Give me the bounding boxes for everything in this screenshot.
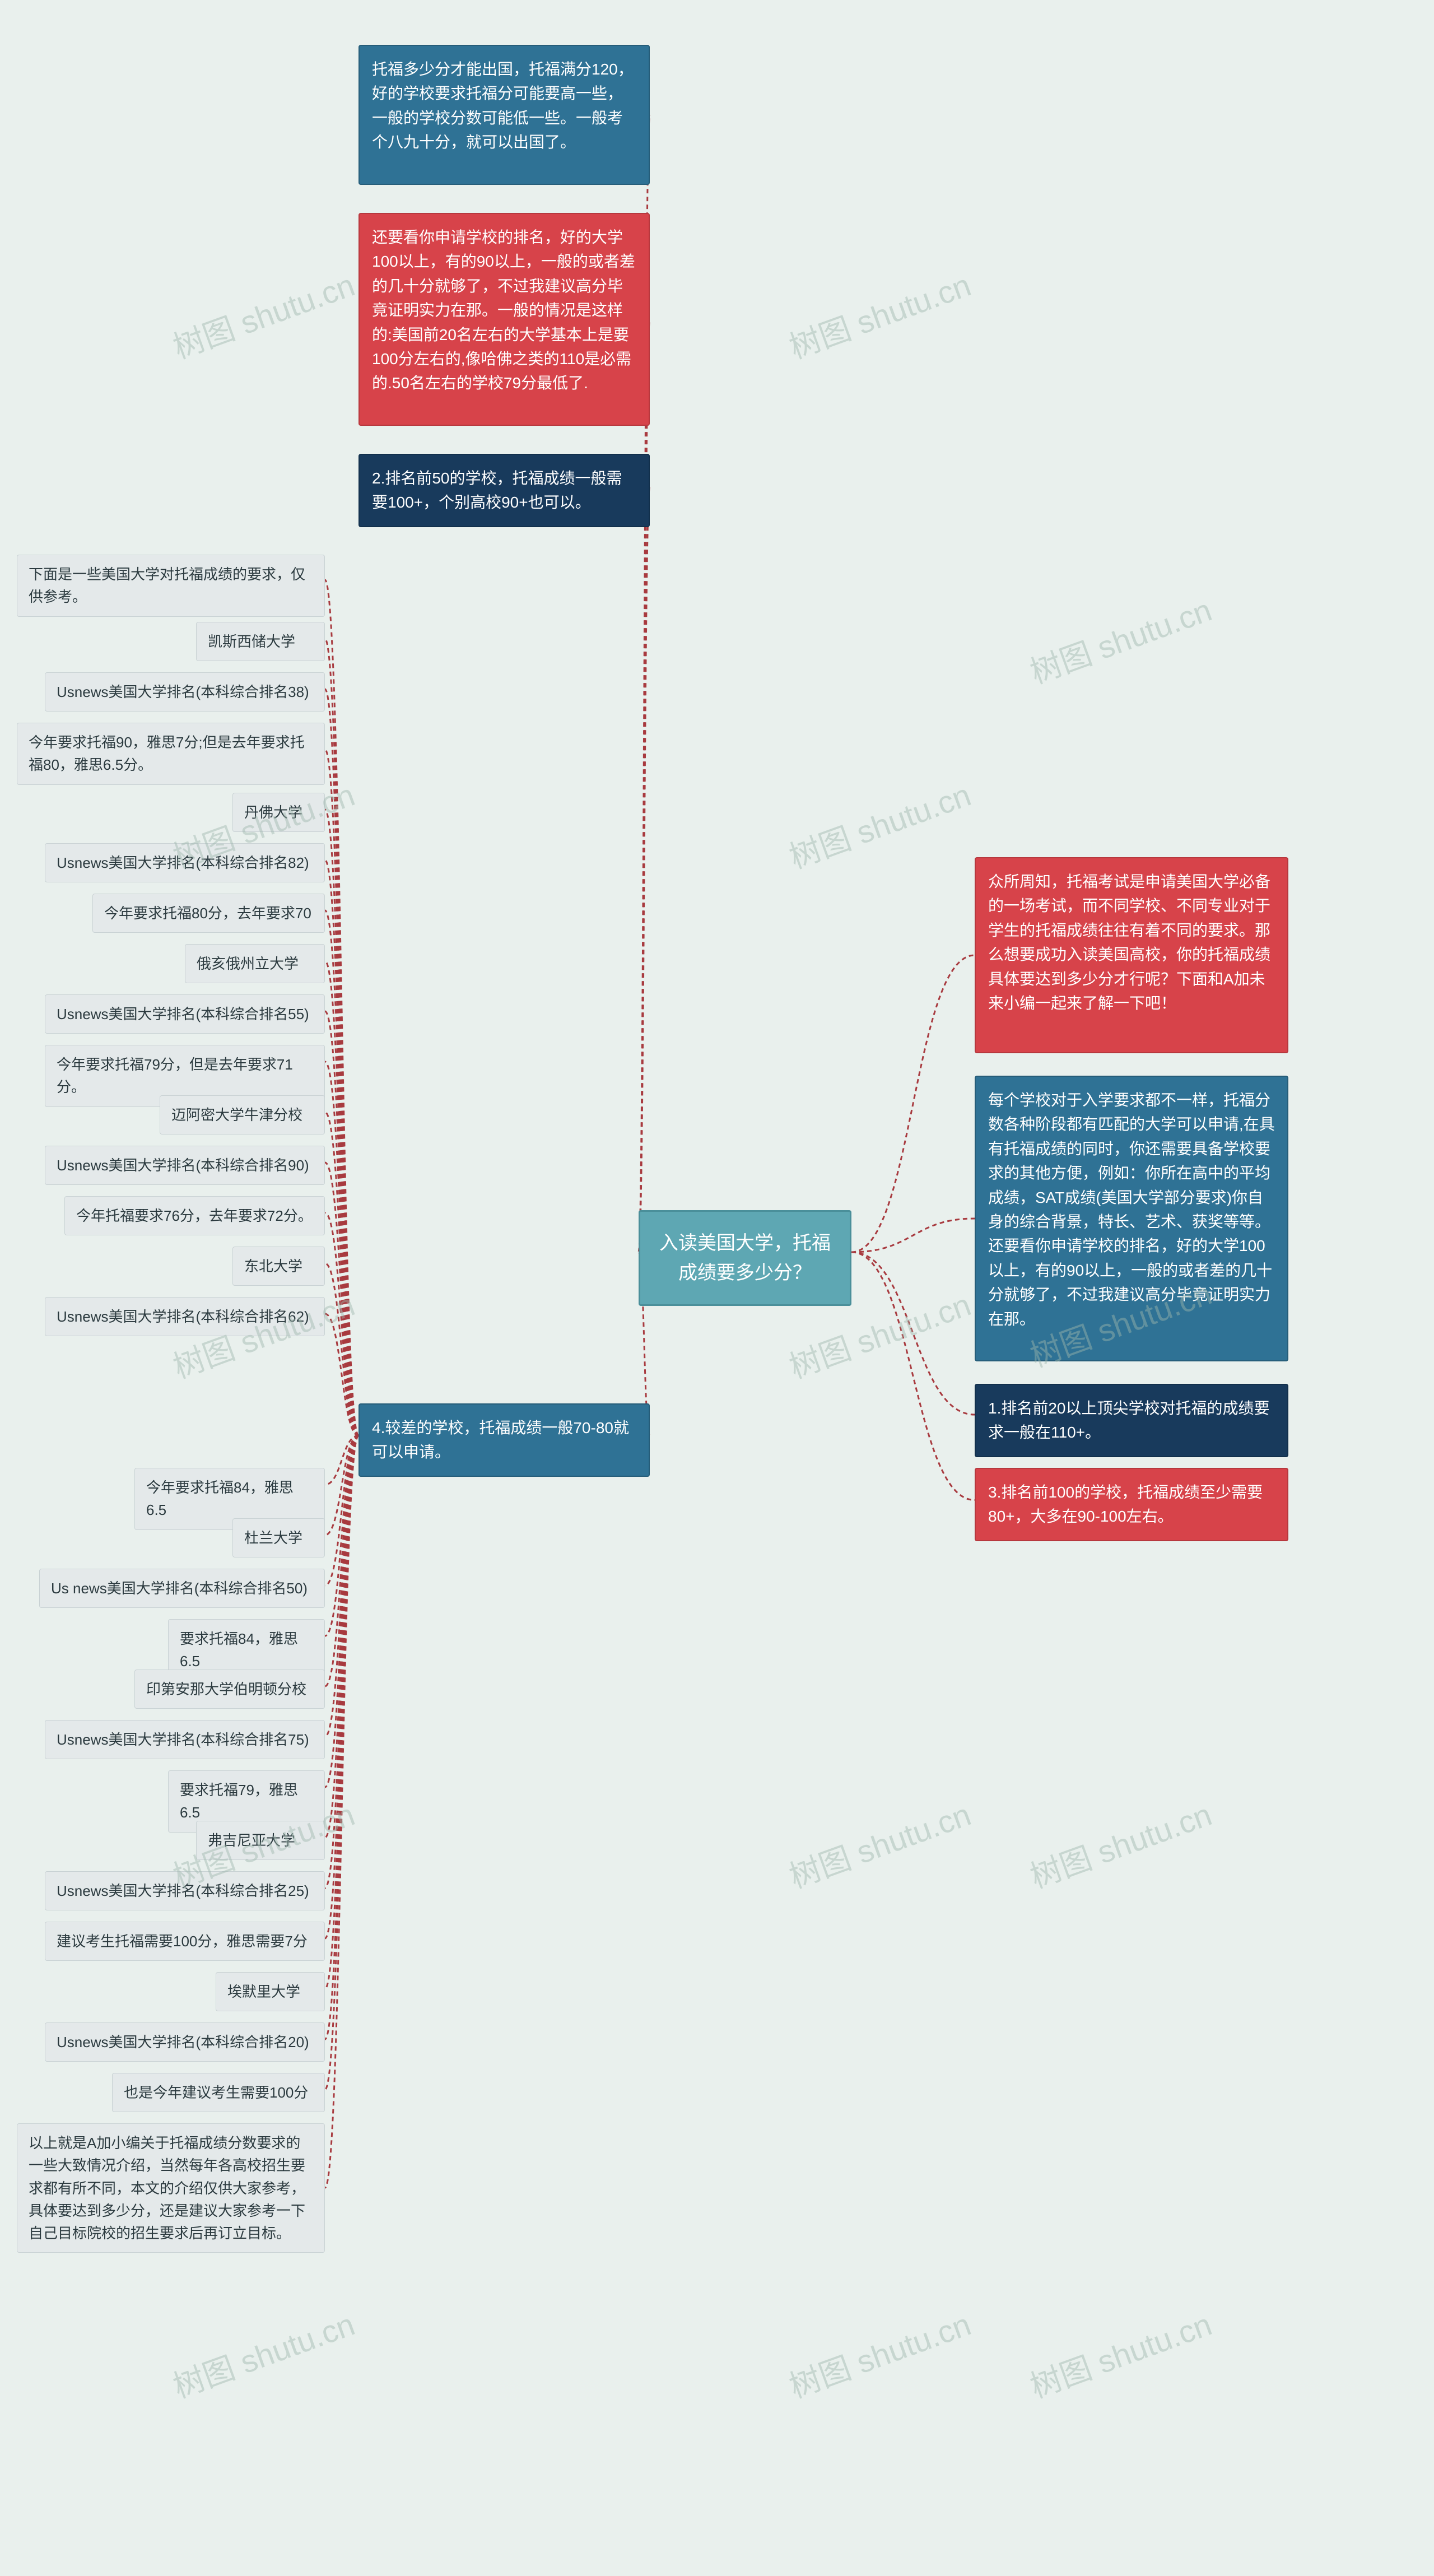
node-s11: Usnews美国大学排名(本科综合排名90) [45,1146,325,1185]
watermark: 树图 shutu.cn [782,2299,976,2407]
node-s3: 今年要求托福90，雅思7分;但是去年要求托福80，雅思6.5分。 [17,723,325,785]
watermark: 树图 shutu.cn [1023,2299,1217,2407]
node-s8: Usnews美国大学排名(本科综合排名55) [45,994,325,1034]
node-l2: 还要看你申请学校的排名，好的大学100以上，有的90以上，一般的或者差的几十分就… [358,213,650,426]
node-s13: 东北大学 [232,1247,325,1286]
node-s23: Usnews美国大学排名(本科综合排名25) [45,1871,325,1910]
node-s25: 埃默里大学 [216,1972,325,2011]
node-s16: 杜兰大学 [232,1518,325,1557]
node-s1: 凯斯西储大学 [196,622,325,661]
node-s20: Usnews美国大学排名(本科综合排名75) [45,1720,325,1759]
node-r4: 3.排名前100的学校，托福成绩至少需要80+，大多在90-100左右。 [975,1468,1288,1541]
node-s26: Usnews美国大学排名(本科综合排名20) [45,2022,325,2062]
node-root: 入读美国大学，托福成绩要多少分？ [639,1210,851,1306]
node-l4: 4.较差的学校，托福成绩一般70-80就可以申请。 [358,1403,650,1477]
node-r2: 每个学校对于入学要求都不一样，托福分数各种阶段都有匹配的大学可以申请,在具有托福… [975,1076,1288,1361]
node-r1: 众所周知，托福考试是申请美国大学必备的一场考试，而不同学校、不同专业对于学生的托… [975,857,1288,1053]
watermark: 树图 shutu.cn [1023,585,1217,692]
node-s14: Usnews美国大学排名(本科综合排名62) [45,1297,325,1336]
watermark: 树图 shutu.cn [1023,1789,1217,1897]
node-s24: 建议考生托福需要100分，雅思需要7分 [45,1922,325,1961]
node-s19: 印第安那大学伯明顿分校 [134,1670,325,1709]
node-s0: 下面是一些美国大学对托福成绩的要求，仅供参考。 [17,555,325,617]
node-r3: 1.排名前20以上顶尖学校对托福的成绩要求一般在110+。 [975,1384,1288,1457]
node-s12: 今年托福要求76分，去年要求72分。 [64,1196,325,1235]
node-l3: 2.排名前50的学校，托福成绩一般需要100+，个别高校90+也可以。 [358,454,650,527]
node-s6: 今年要求托福80分，去年要求70 [92,894,325,933]
watermark: 树图 shutu.cn [166,2299,360,2407]
node-s7: 俄亥俄州立大学 [185,944,325,983]
node-s28: 以上就是A加小编关于托福成绩分数要求的一些大致情况介绍，当然每年各高校招生要求都… [17,2123,325,2253]
node-s22: 弗吉尼亚大学 [196,1821,325,1860]
node-s4: 丹佛大学 [232,793,325,832]
node-s17: Us news美国大学排名(本科综合排名50) [39,1569,325,1608]
node-s10: 迈阿密大学牛津分校 [160,1095,325,1134]
watermark: 树图 shutu.cn [782,1789,976,1897]
node-s2: Usnews美国大学排名(本科综合排名38) [45,672,325,712]
node-l1: 托福多少分才能出国，托福满分120，好的学校要求托福分可能要高一些，一般的学校分… [358,45,650,185]
watermark: 树图 shutu.cn [782,770,976,877]
watermark: 树图 shutu.cn [166,260,360,368]
node-s27: 也是今年建议考生需要100分 [112,2073,325,2112]
watermark: 树图 shutu.cn [782,260,976,368]
node-s5: Usnews美国大学排名(本科综合排名82) [45,843,325,882]
mindmap-canvas: { "background_color": "#e9f0ed", "edge_c… [0,0,1434,2576]
